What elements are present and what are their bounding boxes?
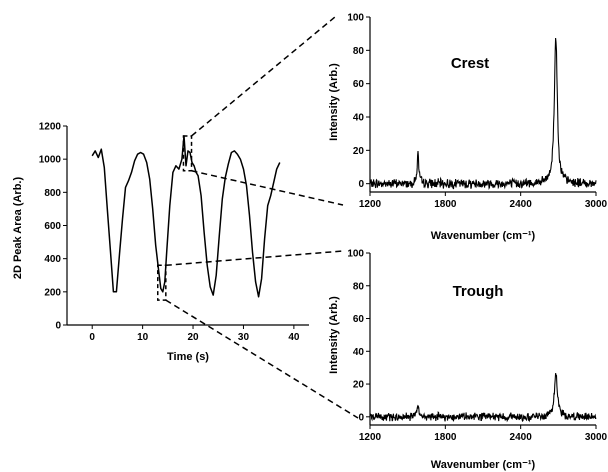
trough-y-tick-label: 100 <box>347 249 364 260</box>
crest-connector-bottom <box>191 170 344 206</box>
time-trace-line <box>91 135 281 298</box>
left-y-tick-label: 400 <box>44 254 61 265</box>
crest-x-axis-label: Wavenumber (cm⁻¹) <box>431 230 536 242</box>
trough-y-axis-label: Intensity (Arb.) <box>328 296 340 374</box>
crest-y-tick-label: 40 <box>353 113 365 124</box>
crest-connector-top <box>191 16 336 137</box>
trough-connector-bottom <box>165 299 359 419</box>
left-y-axis-label: 2D Peak Area (Arb.) <box>12 177 24 280</box>
time-trace-panel: 2D Peak Area (Arb.) Time (s) 0 10 20 30 4002… <box>12 122 309 363</box>
left-y-tick-label: 600 <box>44 221 61 232</box>
left-x-tick-label: 40 <box>288 332 300 343</box>
left-y-tick-label: 200 <box>44 287 61 298</box>
crest-y-tick-label: 60 <box>353 79 365 90</box>
trough-y-tick-label: 60 <box>353 314 365 325</box>
crest-y-tick-label: 80 <box>353 46 365 57</box>
crest-y-tick-label: 0 <box>358 179 364 190</box>
left-x-tick-label: 30 <box>238 332 250 343</box>
trough-x-tick-label: 2400 <box>510 432 533 443</box>
left-y-tick-label: 0 <box>55 321 61 332</box>
crest-x-tick-label: 3000 <box>585 199 608 210</box>
trough-x-tick-label: 1200 <box>359 432 382 443</box>
trough-x-axis-label: Wavenumber (cm⁻¹) <box>431 459 536 471</box>
crest-x-tick-label: 2400 <box>510 199 533 210</box>
trough-title: Trough <box>453 283 504 300</box>
crest-y-tick-label: 20 <box>353 146 365 157</box>
crest-spectrum-line <box>369 37 597 191</box>
crest-y-axis-label: Intensity (Arb.) <box>328 63 340 141</box>
left-y-tick-label: 1000 <box>39 155 62 166</box>
trough-x-tick-label: 1800 <box>434 432 457 443</box>
crest-title: Crest <box>451 55 489 72</box>
crest-spectrum-panel: Crest Intensity (Arb.) Wavenumber (cm⁻¹)… <box>328 13 608 243</box>
trough-y-tick-label: 20 <box>353 380 365 391</box>
left-y-tick-label: 800 <box>44 188 61 199</box>
zoom-connector-lines <box>165 16 359 419</box>
trough-y-tick-label: 40 <box>353 347 365 358</box>
crest-x-tick-label: 1200 <box>359 199 382 210</box>
crest-y-tick-label: 100 <box>347 13 364 24</box>
trough-y-tick-label: 0 <box>358 412 364 423</box>
left-x-tick-label: 10 <box>137 332 149 343</box>
trough-x-tick-label: 3000 <box>585 432 608 443</box>
left-x-tick-label: 0 <box>89 332 95 343</box>
trough-spectrum-panel: Trough Intensity (Arb.) Wavenumber (cm⁻¹… <box>328 249 608 472</box>
left-y-tick-label: 1200 <box>39 122 62 133</box>
crest-x-tick-label: 1800 <box>434 199 457 210</box>
trough-spectrum-line <box>369 372 597 423</box>
trough-y-tick-label: 80 <box>353 281 365 292</box>
left-x-axis-label: Time (s) <box>167 351 209 363</box>
left-x-tick-label: 20 <box>187 332 199 343</box>
